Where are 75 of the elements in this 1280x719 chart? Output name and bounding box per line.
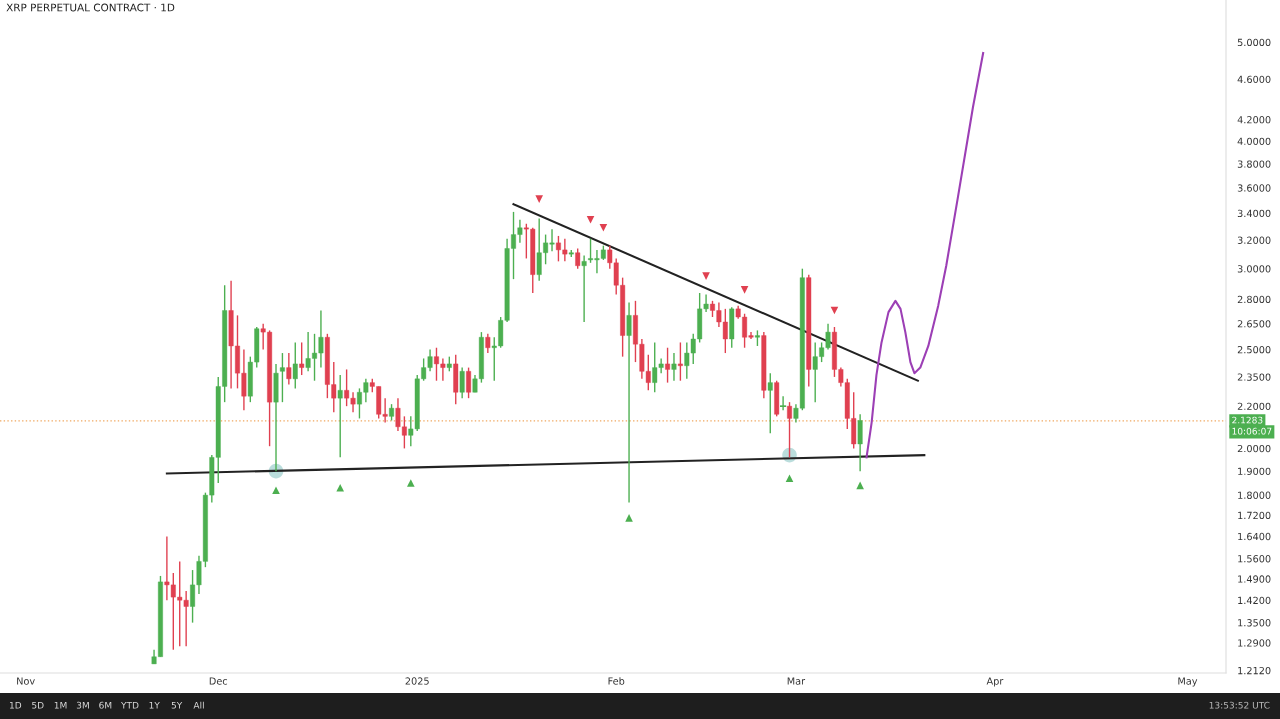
point [740,286,749,294]
candlestick [292,341,298,390]
text: 1Y [149,701,160,709]
point [702,272,710,280]
y-tick-label: 1.5600 [1238,555,1271,563]
y-tick-label: 4.6000 [1237,75,1271,84]
y-tick-label: 3.2000 [1237,236,1271,244]
text: All [193,701,204,709]
text: YTD [120,701,139,709]
line-series [865,51,985,459]
x-tick-label: Feb [608,677,625,685]
candlestick [575,247,581,270]
y-tick-label: 2.0000 [1237,444,1271,453]
candlestick [665,347,671,384]
y-tick-label: 1.2120 [1238,666,1271,675]
x-tick-label: Nov [17,677,35,685]
y-tick-label: 1.8000 [1238,491,1271,499]
ref-line-label: 2.1283 [1232,416,1263,424]
candlestick [857,413,863,472]
y-tick-label: 1.7200 [1238,511,1271,520]
x-tick-label: Mar [787,677,806,685]
candlestick [286,352,292,386]
candlestick [466,366,472,399]
candlestick [459,366,465,399]
x-tick-label: 2025 [405,677,429,685]
y-tick-label: 1.4200 [1238,596,1271,605]
candlestick [787,401,792,459]
text: 5Y [171,701,183,709]
candlestick [485,333,491,354]
y-tick-label: 1.4900 [1238,575,1271,583]
point [336,483,344,492]
text: 6M [99,701,112,709]
y-tick-label: 3.4000 [1237,209,1271,218]
candlestick [581,254,587,323]
candlestick [626,301,632,504]
y-tick-label: 1.6400 [1238,532,1271,541]
y-tick-label: 3.0000 [1237,265,1271,273]
y-tick-label: 1.3500 [1238,619,1271,627]
y-tick-label: 4.0000 [1237,137,1271,145]
text: 10:06:07 [1232,427,1272,435]
point [599,223,608,232]
point [586,215,595,224]
x-tick-label: May [1178,677,1198,687]
y-tick-label: 5.0000 [1237,38,1271,47]
y-tick-label: 2.2000 [1237,402,1271,410]
chart-title: XRP PERPETUAL CONTRACT · 1D [6,3,175,12]
y-tick-label: 1.9000 [1238,467,1271,475]
candlestick [299,341,305,376]
y-tick-label: 2.6500 [1237,320,1271,328]
y-tick-label: 2.8000 [1237,295,1271,304]
x-tick-label: Apr [986,677,1004,687]
point [272,486,280,495]
candlestick [677,341,683,382]
point [785,474,794,483]
y-tick-label: 2.5000 [1237,345,1271,354]
candlestick [671,352,677,382]
y-tick-label: 4.2000 [1237,116,1271,124]
text: 1M [54,701,67,709]
candlestick [337,374,343,459]
text: 13:53:52 UTC [1209,701,1270,709]
y-tick-label: 3.8000 [1237,160,1271,168]
point [856,481,864,490]
point [535,195,543,203]
text: 5D [32,701,44,709]
x-tick-label: Dec [209,677,228,685]
point [625,514,633,522]
candlestick [780,395,787,411]
y-tick-label: 3.6000 [1237,184,1271,192]
text: 1D [9,701,22,709]
y-tick-label: 1.2900 [1238,639,1271,647]
text: 3M [76,701,89,709]
y-tick-label: 2.3500 [1237,373,1271,381]
point [407,479,415,487]
candlestick [279,352,285,403]
candlestick [767,372,773,434]
